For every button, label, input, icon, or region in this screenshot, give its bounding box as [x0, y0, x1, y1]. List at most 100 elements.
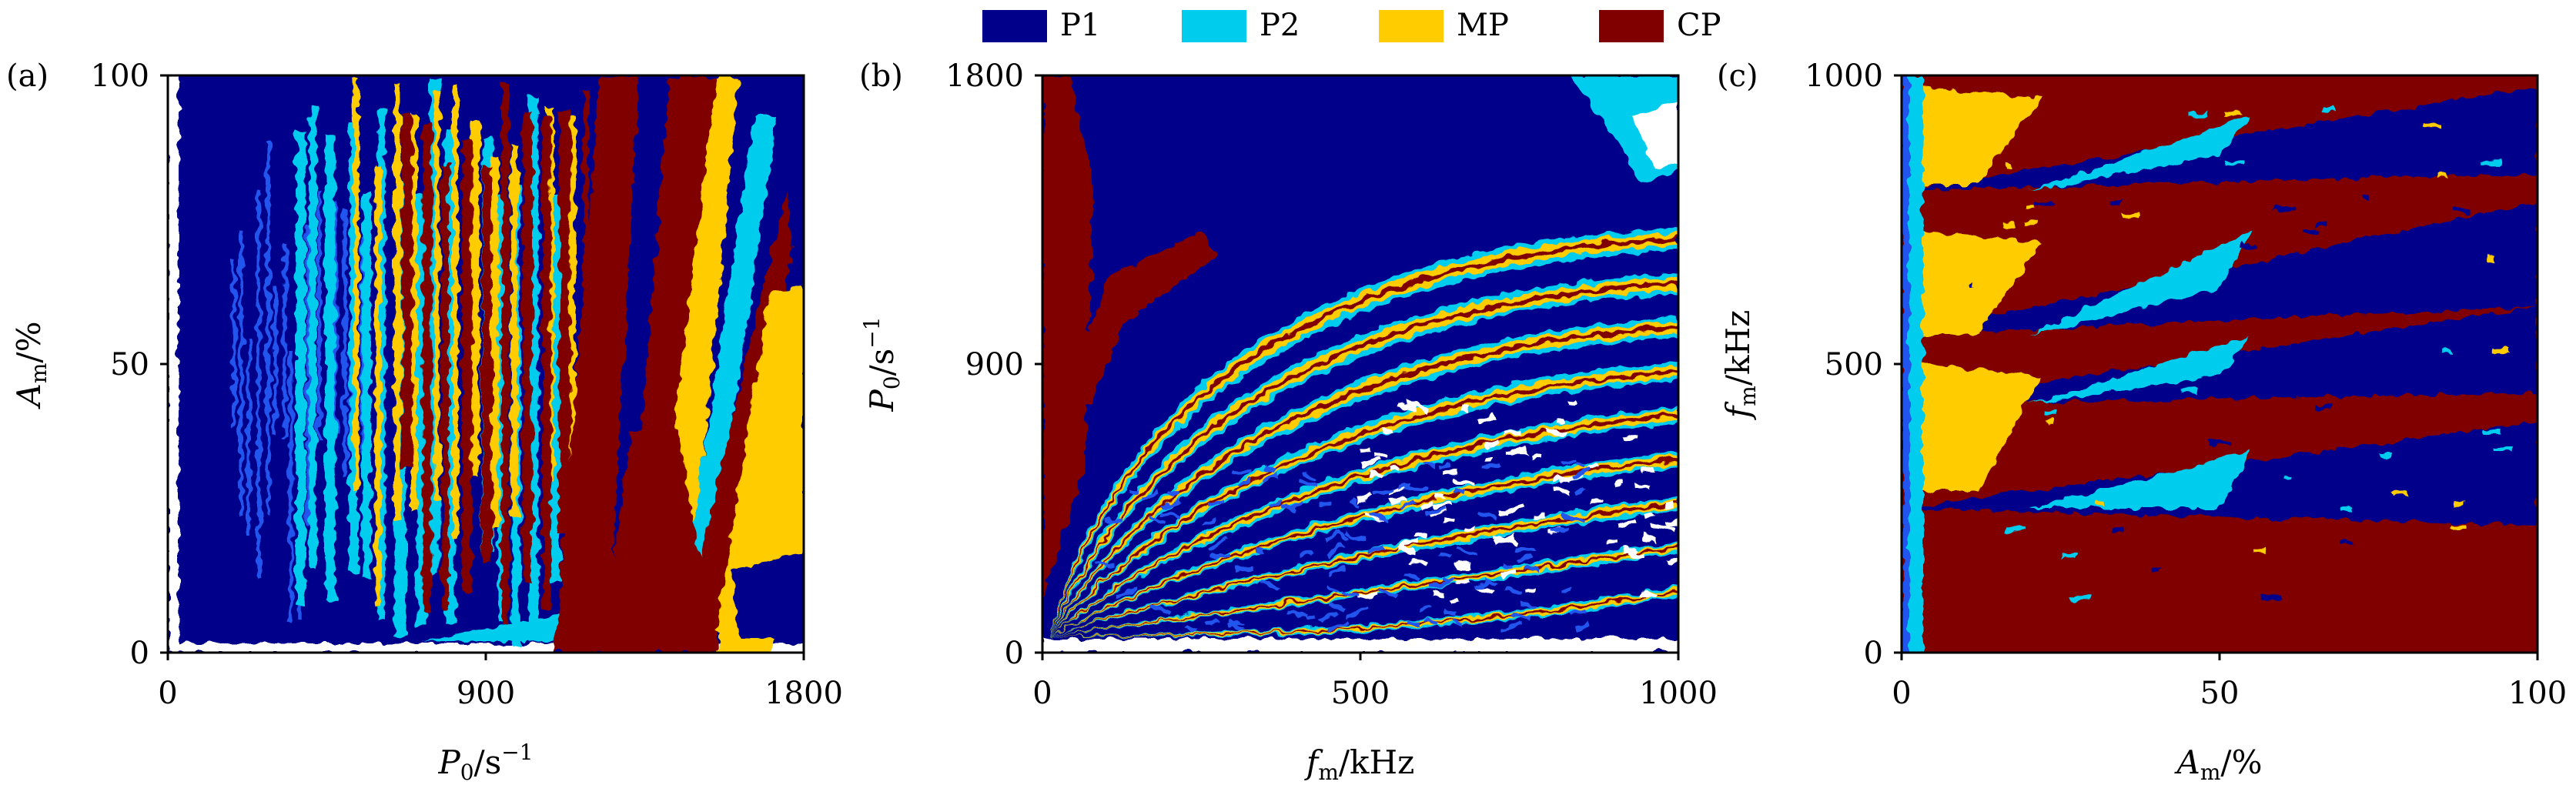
- legend-item-p2: P2: [1182, 8, 1300, 43]
- legend-swatch-cp: [1599, 10, 1664, 42]
- panel-b-blue-fragment: [1440, 462, 1452, 469]
- panel-b-white-fragment: [1528, 453, 1543, 461]
- panel-b-blue-fragment: [1270, 499, 1284, 508]
- panel-b-blue-fragment: [1343, 531, 1364, 541]
- panel-b-white-fragment: [1667, 555, 1678, 565]
- panel-b-white-fragment: [1642, 534, 1657, 542]
- panel-c-speckle: [2188, 112, 2208, 117]
- panel-b-blue-fragment: [1340, 590, 1359, 599]
- panel-b-ytick-2: 1800: [945, 58, 1024, 94]
- panel-a-blue-pocket: [731, 554, 804, 639]
- panel-b-arc: [1051, 509, 1678, 640]
- panel-c-ytick-0: 0: [1864, 636, 1883, 671]
- panel-b-white-fragment: [1356, 593, 1375, 601]
- panel-b-blue-fragment: [1346, 603, 1368, 619]
- panel-a-blue-stripe: [343, 208, 347, 480]
- panel-a-yellow-stripe: [434, 90, 440, 501]
- panel-b-blue-fragment: [1326, 584, 1340, 595]
- panel-b-ylabel: P0/s−1: [859, 316, 905, 412]
- panel-b-blue-fragment: [1237, 479, 1250, 486]
- panel-a-red-stripe: [542, 116, 551, 608]
- legend-label-p2: P2: [1260, 8, 1300, 43]
- panel-a-yellow-stripe: [510, 144, 518, 517]
- panel-b-blue-fragment: [1444, 609, 1459, 616]
- panel-b-blue-fragment: [1372, 488, 1394, 497]
- panel-b-blue-fragment: [1209, 499, 1224, 508]
- panel-b-white-fragment: [1504, 429, 1521, 436]
- panel-c-speckle: [2390, 114, 2404, 119]
- panel-b-blue-fragment: [1561, 459, 1576, 466]
- panel-b-blue-fragment: [1483, 462, 1500, 470]
- panel-b-blue-fragment: [1574, 463, 1587, 469]
- panel-b-blue-fragment: [1161, 498, 1180, 509]
- panel-b-xtick-0: 0: [1032, 676, 1052, 711]
- panel-c-speckle: [2252, 547, 2268, 553]
- panel-b-label: (b): [859, 58, 903, 94]
- panel-b-white-fragment: [1651, 524, 1674, 532]
- panel-b-white-fragment: [1618, 517, 1636, 528]
- panel-c-wedges: [1902, 87, 2538, 602]
- panel-c-cyan-wedge: [2029, 335, 2252, 405]
- panel-b-blue-fragment: [1095, 560, 1116, 566]
- panel-b-blue-fragment: [1417, 605, 1430, 613]
- panel-c-yellow-zone: [1917, 364, 2042, 491]
- panel-c-xtick-2: 100: [2508, 676, 2567, 711]
- panel-b-white-fragment: [1361, 456, 1380, 467]
- panel-a-red-stripe: [523, 111, 533, 584]
- panel-b-ytick-1: 900: [965, 347, 1024, 382]
- panel-b-white-fragment: [1460, 406, 1471, 412]
- panel-c-speckle: [2453, 500, 2464, 506]
- panel-c-speckle: [2491, 298, 2511, 303]
- panel-b-xticks: 0 500 1000: [1032, 653, 1718, 711]
- legend-label-cp: CP: [1677, 8, 1721, 43]
- panel-a-blue-stripe: [317, 190, 322, 439]
- panel-c-speckle: [2239, 243, 2257, 249]
- panel-b-blue-fragment: [1127, 489, 1139, 494]
- panel-b-blue-fragment: [1526, 564, 1538, 572]
- legend-swatch-p1: [982, 10, 1047, 42]
- panel-b-white-fragment: [1437, 495, 1447, 500]
- panel-b-xtick-2: 1000: [1639, 676, 1718, 711]
- panel-b-blue-fragment: [1298, 549, 1312, 557]
- panel-b-blue-fragment: [1504, 588, 1524, 594]
- panel-b-blue-fragment: [1515, 545, 1536, 552]
- panel-c-plot-area: [1902, 75, 2538, 653]
- panel-b-blue-fragment: [1404, 486, 1427, 492]
- panel-b-blue-fragment: [1406, 573, 1419, 580]
- panel-b-yticks: 0 900 1800: [945, 58, 1042, 671]
- panel-b-white-fragment: [1477, 415, 1495, 423]
- panel-a-ytick-2: 100: [91, 58, 149, 94]
- panel-c-yticks: 0 500 1000: [1805, 58, 1902, 671]
- panel-b-arc: [1051, 553, 1678, 640]
- panel-c-speckle: [2223, 111, 2243, 116]
- panel-a-left-margin: [168, 75, 179, 653]
- panel-b-blue-fragment: [1150, 604, 1172, 615]
- panel-b-blue-fragment: [1454, 545, 1477, 558]
- panel-b-red-top-left: [1042, 75, 1093, 600]
- panel-b-white-fragment: [1373, 451, 1390, 457]
- panel-a-red-lower: [601, 431, 716, 653]
- panel-c-speckle: [2357, 162, 2375, 168]
- panel-a-ylabel: Am/%: [10, 322, 52, 410]
- legend-item-mp: MP: [1379, 8, 1509, 43]
- panel-c-xtick-1: 50: [2200, 676, 2240, 711]
- panel-b-blue-fragment: [1510, 612, 1532, 622]
- panel-a-blue-stripe: [283, 241, 287, 439]
- panel-c-speckle: [2109, 200, 2121, 205]
- panel-c-speckle: [2340, 506, 2354, 512]
- panel-b-blue-fragment: [1184, 624, 1198, 634]
- panel-b-white-fragment: [1420, 501, 1434, 510]
- panel-b-blue-fragment: [1400, 499, 1416, 509]
- panel-b-white-fragment: [1454, 580, 1472, 586]
- panel-a-red-stripe: [482, 166, 492, 563]
- panel-b-white-fragment: [1451, 477, 1476, 486]
- panel-c-speckle: [2364, 196, 2371, 202]
- panel-b-white-fragment: [1397, 403, 1418, 413]
- panel-c-speckle: [2122, 213, 2139, 219]
- panel-c-speckle: [2302, 230, 2319, 235]
- panel-c-speckle: [2442, 349, 2451, 355]
- panel-b-white-fragment: [1391, 465, 1401, 471]
- panel-b-white-fragment: [1413, 531, 1427, 539]
- panel-b-blue-fragment: [1236, 566, 1253, 571]
- panel-c-speckle: [2497, 329, 2513, 335]
